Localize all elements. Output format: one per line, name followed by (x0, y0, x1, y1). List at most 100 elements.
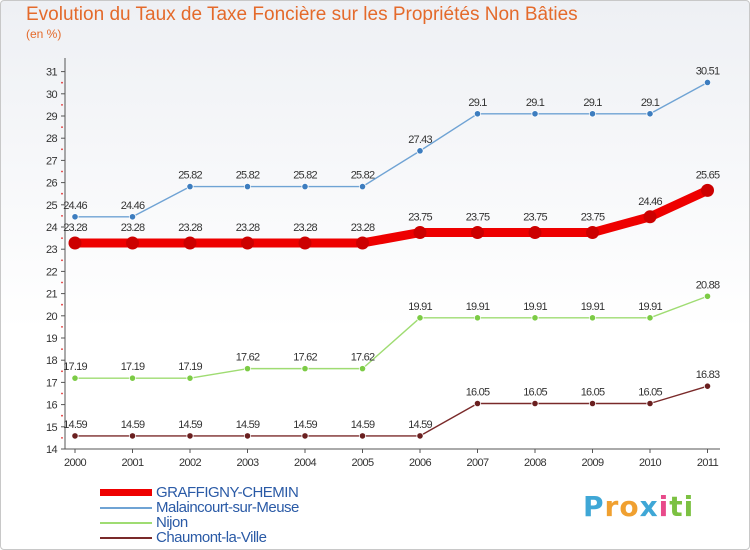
data-label: 14.59 (351, 419, 375, 431)
data-label: 24.46 (638, 196, 662, 208)
y-tick-label: 18 (46, 355, 58, 367)
logo-letter: o (619, 490, 640, 523)
data-point (128, 213, 137, 221)
y-tick-label: 19 (46, 333, 58, 345)
data-label: 25.82 (236, 170, 260, 182)
data-point (531, 399, 539, 408)
data-label: 29.1 (583, 97, 602, 109)
logo-letter: t (669, 490, 684, 523)
data-point (643, 210, 657, 224)
legend-item-nijon: Nijon (100, 514, 400, 531)
logo-letter: i (683, 490, 695, 523)
legend-label-chaumont-la-ville: Chaumont-la-Ville (156, 529, 267, 546)
x-tick-label: 2008 (524, 457, 547, 469)
proxiti-logo: Proxiti (583, 490, 694, 523)
data-point (646, 314, 654, 322)
data-point (646, 399, 654, 408)
y-tick-label: 23 (46, 244, 58, 256)
data-point (703, 292, 712, 300)
data-label: 23.75 (581, 212, 605, 224)
y-minor-tick (61, 370, 63, 373)
data-label: 25.65 (696, 169, 720, 181)
data-point (186, 182, 194, 191)
y-tick-label: 20 (46, 311, 58, 323)
legend-label-malaincourt-sur-meuse: Malaincourt-sur-Meuse (156, 499, 299, 516)
y-tick-label: 29 (46, 111, 58, 123)
y-tick-label: 17 (46, 377, 58, 389)
y-axis-unit-label: (en %) (26, 27, 62, 41)
data-label: 16.05 (466, 386, 490, 398)
series-line-chaumont-la-ville (74, 385, 709, 437)
y-minor-tick (61, 281, 63, 284)
legend-label-graffigny-chemin: GRAFFIGNY-CHEMIN (156, 484, 299, 501)
data-label: 25.82 (293, 170, 317, 182)
data-point (588, 110, 597, 118)
data-label: 19.91 (466, 301, 490, 313)
data-label: 14.59 (121, 419, 145, 431)
data-label: 14.59 (178, 419, 202, 431)
data-point (473, 314, 482, 322)
data-label: 19.91 (638, 301, 662, 313)
y-minor-tick (61, 259, 63, 262)
data-point (416, 147, 424, 155)
logo-letter: r (604, 490, 620, 523)
data-point (473, 399, 482, 408)
data-label: 17.62 (351, 352, 375, 364)
data-point (703, 78, 712, 87)
data-label: 23.28 (236, 222, 260, 234)
data-point (128, 374, 137, 382)
y-tick-label: 26 (46, 178, 58, 190)
y-tick-label: 16 (46, 400, 58, 412)
data-point (301, 365, 309, 373)
data-point (241, 236, 254, 250)
x-tick-label: 2002 (179, 457, 202, 469)
y-minor-tick (61, 215, 63, 217)
y-minor-tick (61, 148, 63, 151)
x-tick-label: 2000 (64, 457, 87, 469)
data-label: 16.05 (638, 386, 662, 398)
y-tick-label: 30 (46, 89, 58, 101)
y-tick-label: 25 (46, 200, 58, 212)
data-label: 24.46 (121, 200, 145, 212)
data-label: 27.43 (408, 134, 432, 146)
legend-item-graffigny-chemin: GRAFFIGNY-CHEMIN (100, 484, 400, 501)
data-label: 23.28 (121, 222, 145, 234)
x-tick-label: 2001 (121, 457, 144, 469)
data-point (416, 432, 424, 440)
y-minor-tick (61, 104, 63, 106)
data-label: 19.91 (581, 301, 605, 313)
data-label: 16.83 (696, 369, 720, 381)
data-label: 29.1 (526, 97, 545, 109)
x-tick-label: 2006 (409, 457, 432, 469)
y-tick-label: 27 (46, 155, 58, 167)
data-point (588, 399, 597, 408)
data-point (701, 183, 714, 197)
logo-letter: P (583, 490, 605, 523)
data-point (301, 432, 309, 440)
data-label: 24.46 (63, 200, 87, 212)
data-point (588, 314, 597, 322)
data-label: 17.62 (236, 352, 260, 364)
legend-swatch-nijon (100, 522, 152, 524)
y-minor-tick (61, 81, 63, 84)
data-label: 14.59 (293, 419, 317, 431)
data-point (71, 432, 79, 440)
x-tick-label: 2007 (466, 457, 489, 469)
data-point (183, 236, 197, 250)
data-point (243, 365, 252, 373)
data-label: 23.75 (408, 212, 432, 224)
x-tick-label: 2004 (294, 457, 317, 469)
data-label: 19.91 (408, 301, 432, 313)
y-minor-tick (61, 414, 63, 417)
data-point (186, 374, 194, 382)
data-label: 14.59 (63, 419, 87, 431)
data-label: 14.59 (236, 419, 260, 431)
y-tick-label: 21 (46, 289, 58, 301)
data-point (473, 110, 482, 118)
data-label: 23.75 (466, 212, 490, 224)
data-point (358, 365, 367, 373)
y-minor-tick (61, 192, 63, 195)
data-point (471, 226, 484, 240)
